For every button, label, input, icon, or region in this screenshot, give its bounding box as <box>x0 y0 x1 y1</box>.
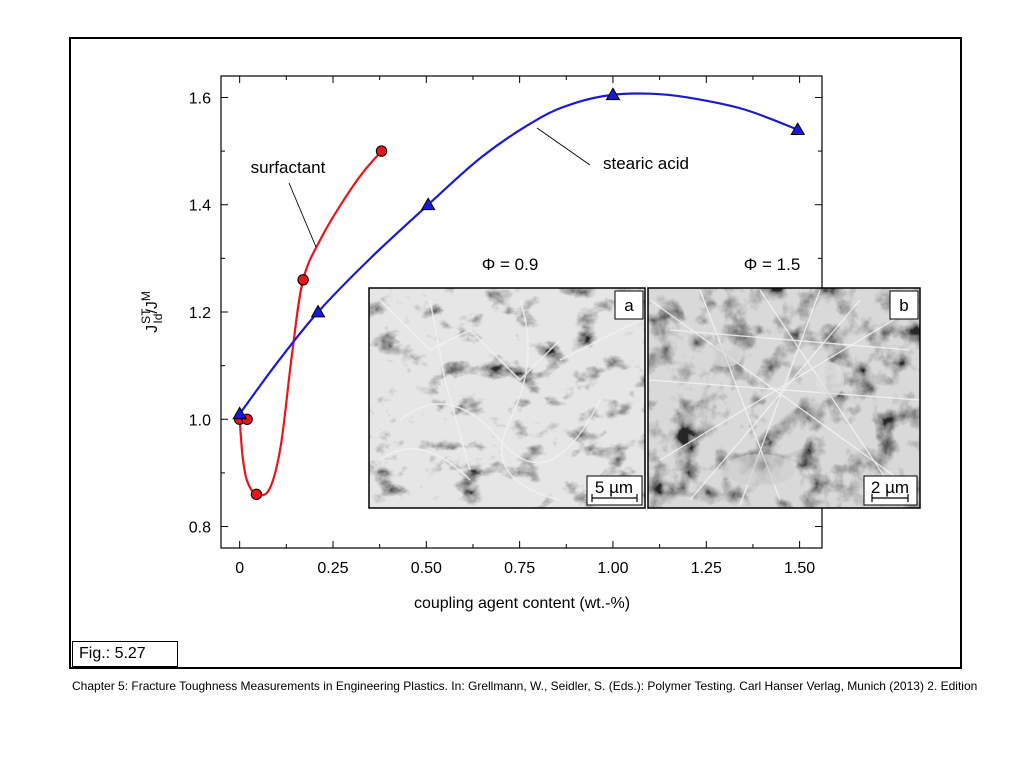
svg-text:JSTId/JM: JSTId/JM <box>139 291 165 333</box>
sem-inset-b <box>647 287 921 509</box>
data-point-stearic-acid <box>605 87 621 101</box>
x-tick-labels: 0 0.25 0.50 0.75 1.00 1.25 1.50 <box>235 560 815 577</box>
x-tick-label: 0.25 <box>317 560 348 577</box>
series-layer <box>232 87 806 501</box>
slide-frame <box>69 37 962 669</box>
y-label-sub: Id <box>151 314 165 324</box>
phi-label-b: Φ = 1.5 <box>744 255 801 274</box>
data-point-surfactant <box>250 488 263 501</box>
scale-bar-a: 5 µm <box>586 475 643 506</box>
y-tick-label: 0.8 <box>189 520 211 537</box>
x-tick-label: 0.50 <box>411 560 442 577</box>
x-tick-label: 1.00 <box>597 560 628 577</box>
data-point-stearic-acid <box>420 197 436 211</box>
data-point-surfactant <box>297 274 309 286</box>
axis-ticks <box>221 76 822 548</box>
y-label-sup: ST <box>139 308 153 324</box>
y-tick-label: 1.6 <box>189 90 211 107</box>
annotation-stearic-acid: stearic acid <box>603 154 689 173</box>
y-tick-labels: 0.8 1.0 1.2 1.4 1.6 <box>189 90 211 536</box>
panel-label-b: b <box>899 296 908 315</box>
data-point-stearic-acid <box>790 122 806 136</box>
stearic-acid-leader <box>536 127 591 166</box>
phi-label-a: Φ = 0.9 <box>482 255 539 274</box>
data-point-surfactant <box>375 145 388 157</box>
x-tick-label: 1.50 <box>784 560 815 577</box>
x-axis-label: coupling agent content (wt.-%) <box>414 595 630 612</box>
series-line-surfactant <box>238 150 383 497</box>
figure-label: Fig.: 5.27 <box>72 641 178 667</box>
panel-label-a: a <box>624 296 634 315</box>
y-tick-label: 1.2 <box>189 305 211 322</box>
y-axis-label: JSTId/JM <box>139 291 165 333</box>
y-tick-label: 1.0 <box>189 412 211 429</box>
y-label-denominator: /J <box>144 301 161 313</box>
scale-bar-b-label: 2 µm <box>871 478 909 497</box>
y-label-base: J <box>144 325 161 333</box>
data-point-stearic-acid <box>310 304 326 318</box>
y-tick-label: 1.4 <box>189 198 211 215</box>
scale-bar-a-label: 5 µm <box>595 478 633 497</box>
x-tick-label: 0 <box>235 560 244 577</box>
y-label-denominator-sup: M <box>139 291 153 301</box>
surfactant-leader <box>288 182 317 248</box>
x-tick-label: 1.25 <box>691 560 722 577</box>
data-point-stearic-acid <box>232 406 248 420</box>
scale-bar-b: 2 µm <box>863 475 918 506</box>
annotation-surfactant: surfactant <box>251 158 326 177</box>
sem-inset-a <box>368 287 646 509</box>
citation: Chapter 5: Fracture Toughness Measuremen… <box>72 679 978 693</box>
x-tick-label: 0.75 <box>504 560 535 577</box>
